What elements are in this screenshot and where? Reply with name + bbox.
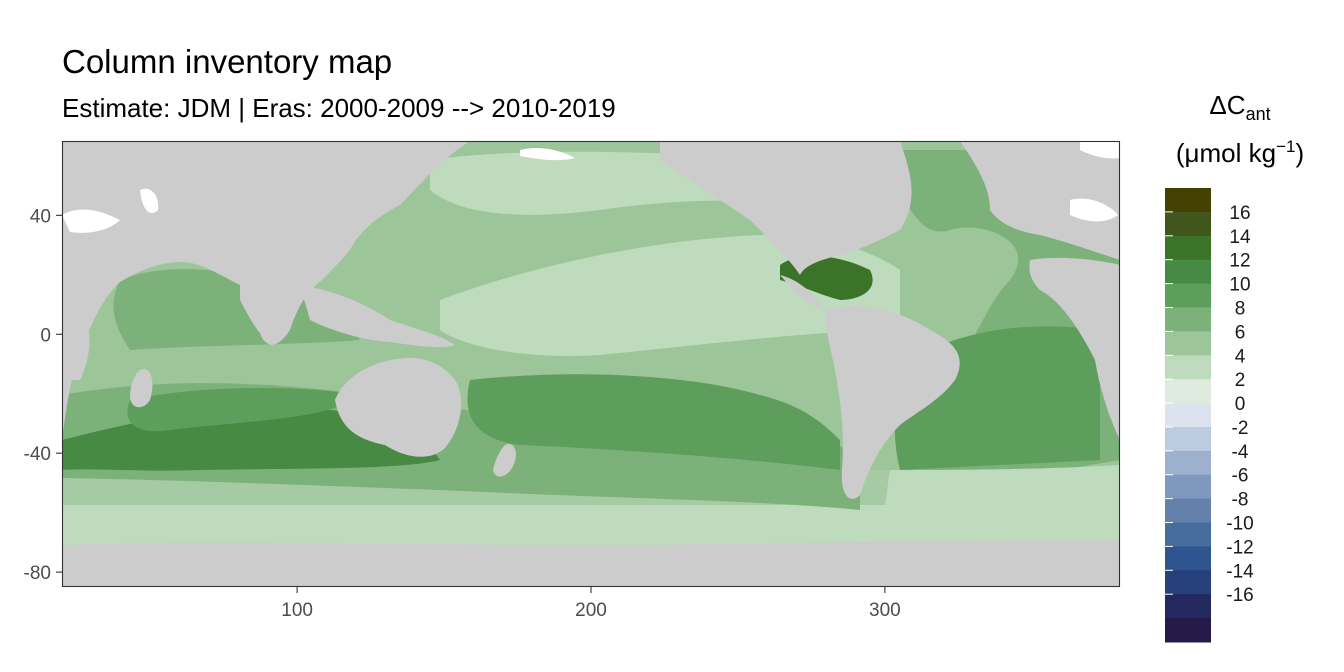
legend-units-prefix: (μmol kg	[1176, 138, 1276, 168]
x-tick-label: 300	[869, 600, 901, 621]
legend-units-exponent: −1	[1276, 137, 1295, 156]
legend-swatch	[1165, 188, 1211, 213]
north-america-land	[660, 141, 912, 275]
missing-patch	[62, 209, 120, 233]
legend-labels: 16 14 12 108 6 4 2 0 -2 -4 -6 -8 -10-12 -14 -16	[1165, 203, 1254, 606]
legend-swatch	[1165, 331, 1211, 356]
legend-label: 0	[1235, 394, 1246, 415]
south-pacific-mid	[467, 374, 840, 470]
legend-label: 14	[1229, 227, 1251, 248]
x-tick-label: 200	[575, 600, 607, 621]
legend-swatch	[1165, 211, 1211, 237]
legend-swatch	[1165, 618, 1211, 643]
eurasia-africa-land	[62, 141, 470, 440]
australia-land	[335, 357, 462, 457]
indian-ocean-mid	[127, 388, 360, 432]
map-panel	[62, 141, 1120, 587]
x-tick-label: 100	[281, 600, 313, 621]
legend-title-symbol: ΔC	[1209, 90, 1245, 120]
y-tick-label: -40	[24, 444, 51, 465]
legend-swatch	[1165, 403, 1211, 428]
madagascar-land	[130, 369, 153, 408]
legend-label: -6	[1232, 466, 1249, 487]
legend-swatch	[1165, 546, 1211, 571]
missing-patch	[1070, 198, 1118, 222]
maritime-continent-land	[300, 285, 455, 348]
south-america-land	[825, 306, 960, 499]
y-tick-label: -80	[24, 563, 51, 584]
legend-units: (μmol kg−1)	[1176, 137, 1304, 168]
legend-label: 16	[1229, 203, 1250, 224]
missing-data-patches	[62, 141, 1120, 233]
legend-label: -12	[1226, 537, 1253, 558]
new-zealand-land	[493, 444, 516, 477]
legend-label: 12	[1229, 251, 1250, 272]
legend-swatch	[1165, 474, 1211, 500]
legend-label: 4	[1235, 346, 1246, 367]
legend-swatch	[1165, 379, 1211, 404]
legend-swatch	[1165, 355, 1211, 380]
y-axis: 40 0 -40 -80	[24, 206, 62, 584]
y-tick-label: 40	[30, 206, 51, 227]
land-masses	[62, 141, 1120, 587]
y-tick-label: 0	[40, 325, 51, 346]
x-axis: 100 200 300	[281, 587, 901, 621]
legend-swatch	[1165, 450, 1211, 476]
south-atlantic-light	[880, 465, 1120, 540]
missing-patch	[140, 188, 159, 214]
legend-label: -16	[1226, 585, 1253, 606]
legend-swatch	[1165, 498, 1211, 524]
legend-label: -10	[1226, 514, 1253, 535]
legend-label: -14	[1226, 561, 1254, 582]
legend-label: -8	[1232, 490, 1249, 511]
legend-swatch	[1165, 307, 1211, 332]
europe-land	[960, 141, 1120, 260]
legend-title-subscript: ant	[1246, 104, 1271, 124]
legend-swatch	[1165, 570, 1211, 595]
legend-swatch	[1165, 594, 1211, 619]
legend-label: 6	[1235, 322, 1246, 343]
legend-label: 10	[1229, 275, 1250, 296]
antarctica-land	[62, 540, 1120, 587]
legend-label: 2	[1235, 370, 1246, 391]
legend-swatch	[1165, 235, 1211, 261]
legend-label: -4	[1232, 442, 1249, 463]
north-indian-mid	[113, 269, 360, 350]
legend-swatch	[1165, 283, 1211, 308]
panel-border	[61, 140, 1121, 588]
legend-swatches	[1165, 188, 1211, 643]
east-africa-land	[62, 300, 90, 380]
central-america-land	[780, 275, 825, 311]
missing-patch	[520, 147, 575, 161]
chart-subtitle: Estimate: JDM | Eras: 2000-2009 --> 2010…	[62, 93, 616, 123]
india-land	[240, 285, 268, 340]
chart-title: Column inventory map	[62, 43, 393, 80]
legend-swatch	[1165, 259, 1211, 285]
missing-patch	[1080, 141, 1120, 159]
legend-title: ΔCant	[1209, 90, 1270, 124]
legend-label: -2	[1232, 418, 1249, 439]
legend-units-suffix: )	[1295, 138, 1304, 168]
legend-swatch	[1165, 426, 1211, 452]
legend-swatch	[1165, 522, 1211, 547]
color-legend: ΔCant (μmol kg−1) 16 14 12 108 6 4 2 0 -2 -4 -6 -8 -…	[1165, 90, 1304, 643]
west-africa-land	[1029, 257, 1120, 440]
legend-label: 8	[1235, 298, 1246, 319]
